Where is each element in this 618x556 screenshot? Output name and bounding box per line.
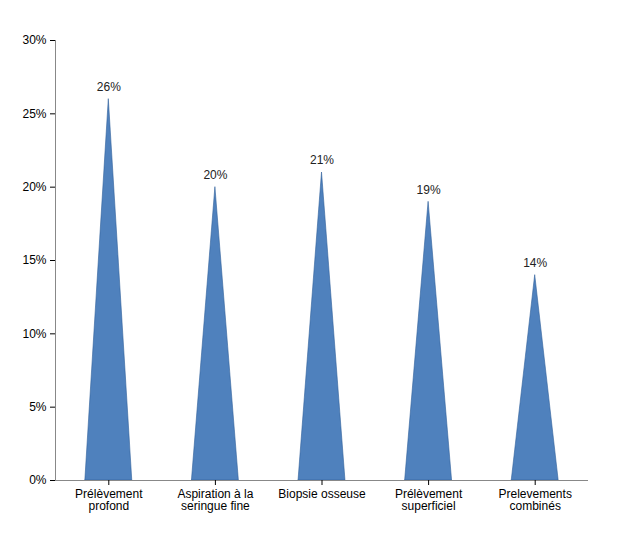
svg-text:0%: 0% (29, 473, 47, 487)
svg-text:10%: 10% (22, 327, 46, 341)
svg-text:15%: 15% (22, 253, 46, 267)
svg-text:Prélèvementprofond: Prélèvementprofond (75, 487, 143, 513)
svg-text:20%: 20% (203, 168, 227, 182)
svg-text:5%: 5% (29, 400, 47, 414)
svg-text:Biopsie osseuse: Biopsie osseuse (278, 487, 366, 501)
svg-text:25%: 25% (22, 107, 46, 121)
svg-text:21%: 21% (310, 153, 334, 167)
svg-text:Aspiration à laseringue fine: Aspiration à laseringue fine (177, 487, 253, 513)
svg-text:Prelevementscombinés: Prelevementscombinés (499, 487, 572, 513)
svg-text:30%: 30% (22, 33, 46, 47)
svg-text:26%: 26% (97, 80, 121, 94)
svg-text:19%: 19% (417, 183, 441, 197)
svg-text:14%: 14% (523, 256, 547, 270)
svg-text:Prélèvementsuperficiel: Prélèvementsuperficiel (395, 487, 463, 513)
svg-text:20%: 20% (22, 180, 46, 194)
